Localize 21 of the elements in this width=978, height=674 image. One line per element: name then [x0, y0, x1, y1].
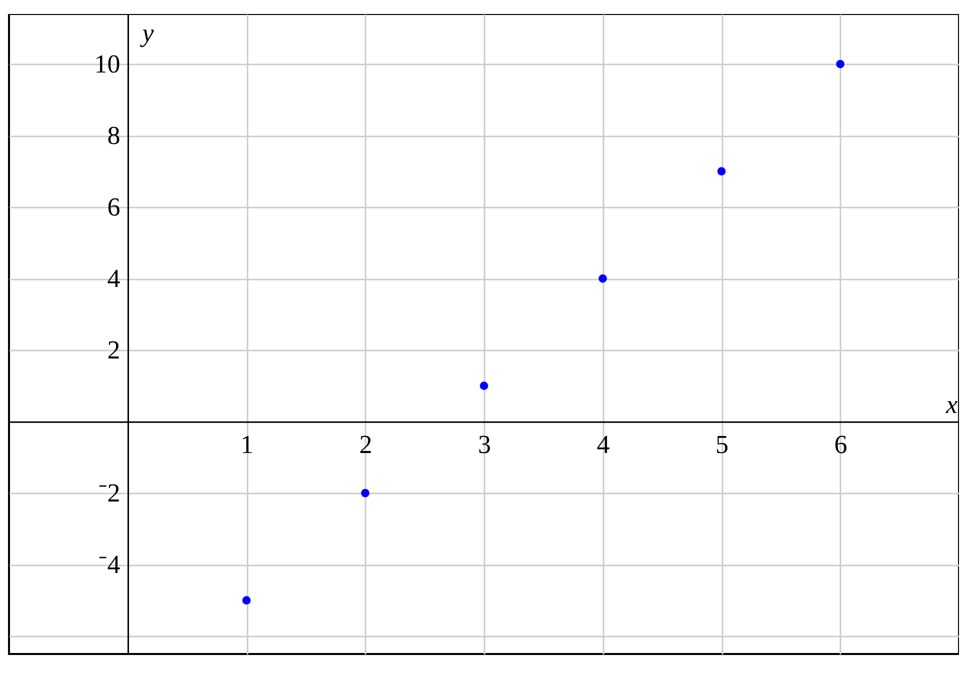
- point: [361, 488, 370, 498]
- y-tick-label: 4: [107, 264, 120, 294]
- y-tick-label: 8: [107, 121, 120, 150]
- x-tick-label: 1: [240, 430, 254, 460]
- point: [242, 596, 251, 605]
- x-tick-label: 4: [596, 430, 610, 460]
- point: [480, 382, 488, 390]
- point: [598, 274, 607, 283]
- x-tick-label: 6: [834, 430, 848, 460]
- y-tick-label: ⁻4: [98, 550, 120, 580]
- y-tick-label: 6: [107, 192, 120, 222]
- y-tick-label: ⁻2: [98, 478, 120, 508]
- y-axis-title: y: [139, 18, 154, 48]
- x-tick-label: 2: [359, 430, 372, 460]
- y-tick-label: 2: [107, 336, 120, 365]
- x-tick-label: 5: [716, 430, 728, 460]
- point: [717, 167, 726, 176]
- x-axis-title: x: [944, 390, 958, 420]
- y-tick-label: 10: [94, 50, 120, 79]
- x-tick-label: 3: [478, 430, 491, 460]
- point: [836, 60, 844, 68]
